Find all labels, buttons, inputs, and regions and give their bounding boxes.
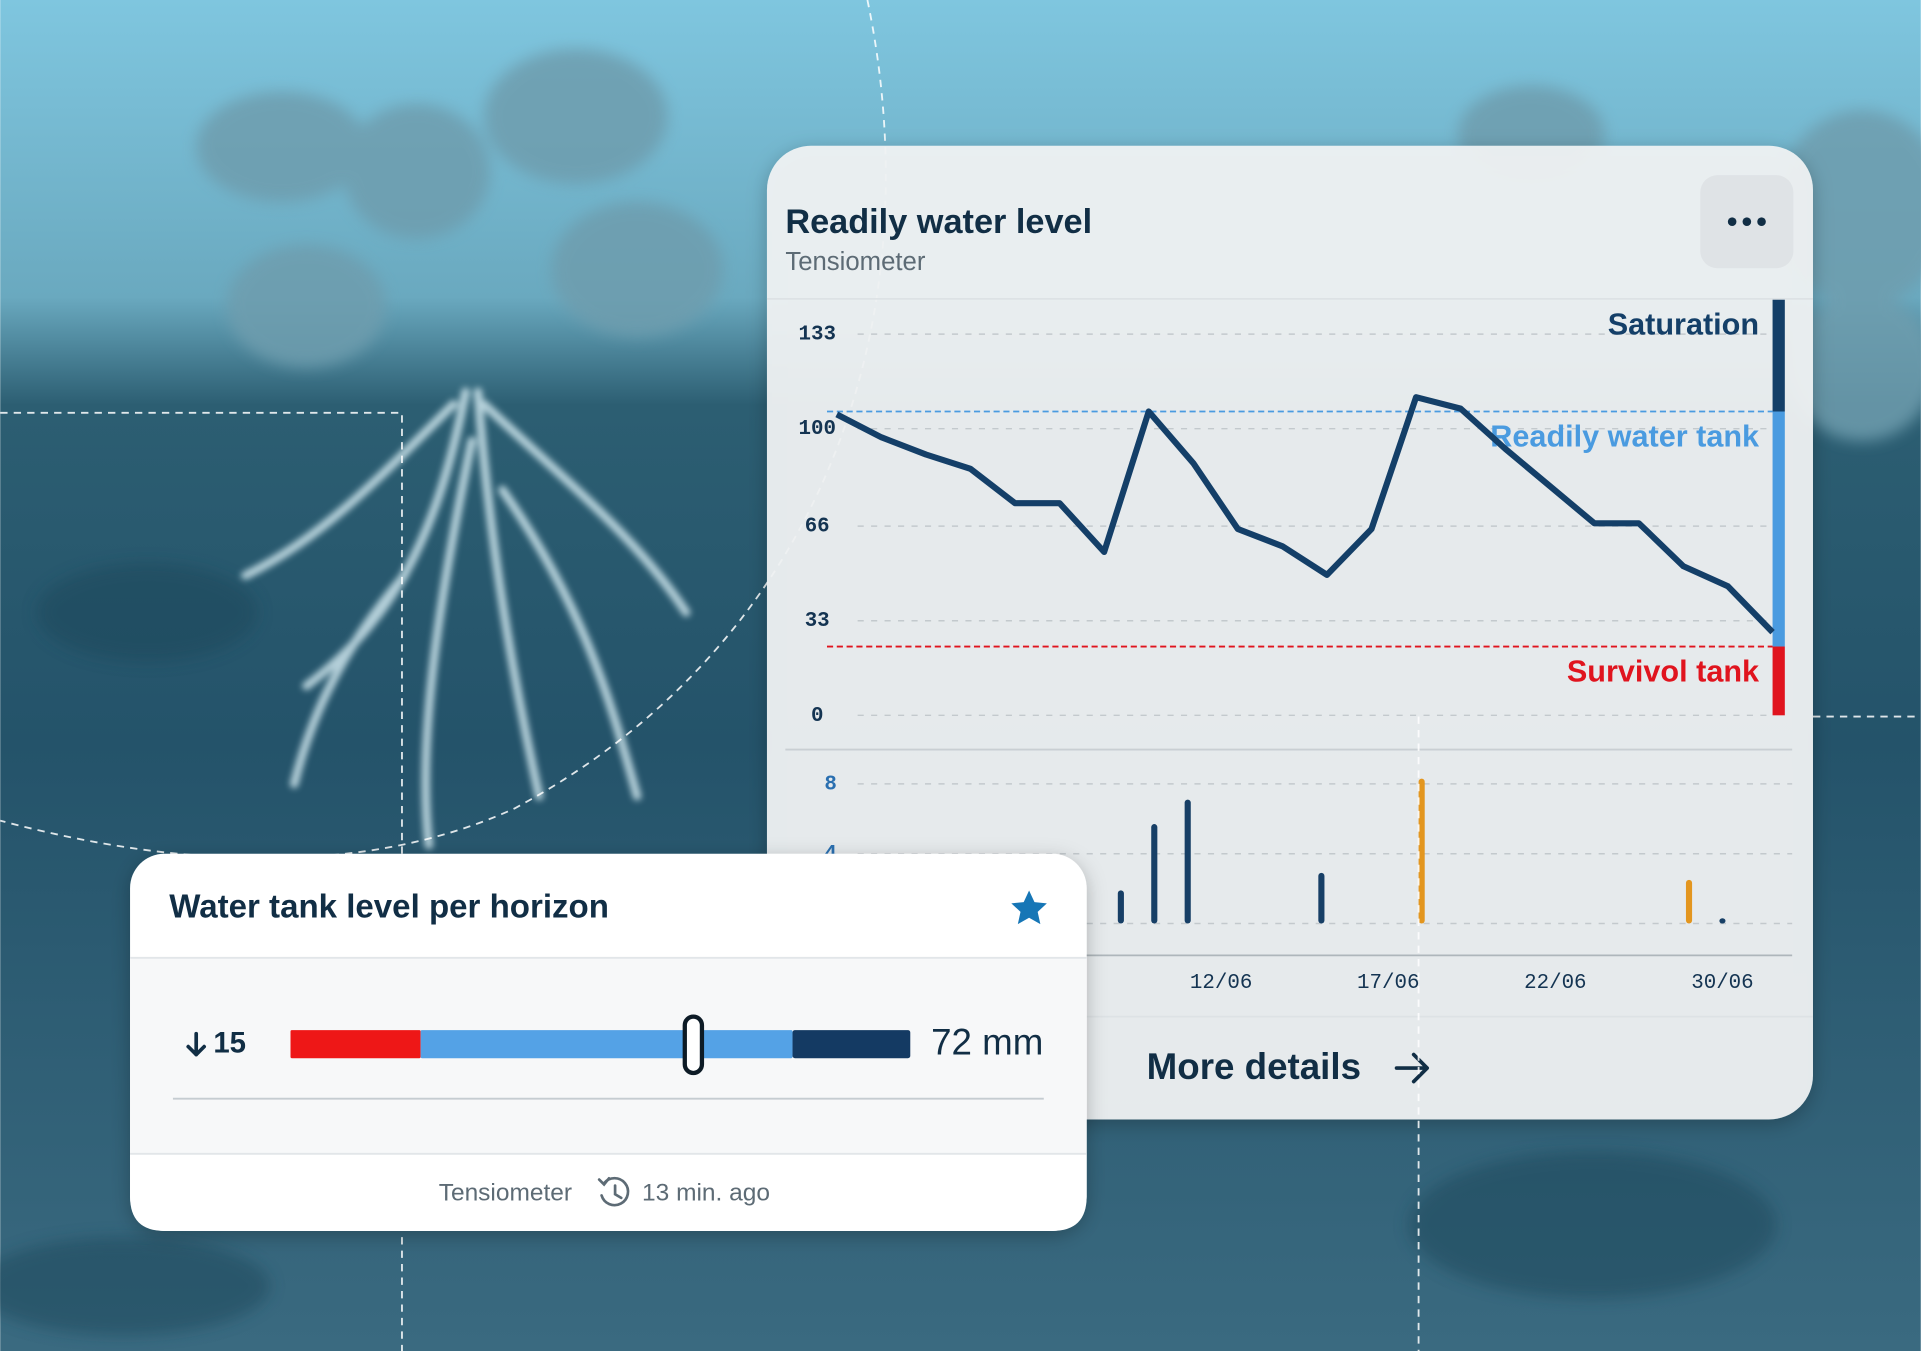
- x-tick-label: 12/06: [1190, 972, 1252, 995]
- charts: 0 33 66 100 133 Saturation Readily water tank S…: [798, 299, 1793, 995]
- card-subtitle: Tensiometer: [785, 248, 926, 276]
- link-text[interactable]: More details: [1147, 1046, 1361, 1087]
- bar: [1418, 778, 1425, 924]
- y-tick-label: 0: [811, 705, 824, 728]
- favorite-star[interactable]: [1011, 890, 1047, 925]
- bar: [1719, 918, 1726, 924]
- gauge: [290, 1014, 911, 1076]
- card-footer: [130, 1153, 1087, 1231]
- card-title: Water tank level per horizon: [169, 889, 609, 926]
- bar: [1117, 890, 1124, 924]
- y-tick-label: 100: [798, 418, 835, 441]
- level-value: 72 mm: [931, 1021, 1043, 1062]
- bar: [1685, 879, 1693, 924]
- dot: [1742, 217, 1752, 226]
- data-line: [835, 394, 1775, 635]
- horizon-card: Water tank level per horizon 15 72 mm Te…: [130, 853, 1087, 1231]
- gauge-segment: [290, 1030, 421, 1059]
- dot: [1757, 217, 1766, 226]
- depth-arrow-icon: [186, 1031, 206, 1057]
- more-button[interactable]: [1700, 175, 1794, 269]
- zone-label: Saturation: [1608, 308, 1759, 342]
- zone-bar: [1772, 646, 1785, 716]
- dot: [1727, 217, 1737, 226]
- gauge-segment: [420, 1030, 793, 1059]
- zone-label: Survivol tank: [1567, 655, 1760, 689]
- x-tick-label: 17/06: [1357, 972, 1419, 995]
- y-tick-label: 133: [798, 324, 835, 347]
- y-tick-label: 33: [805, 610, 830, 633]
- bar: [1318, 872, 1325, 924]
- bar: [1151, 824, 1158, 924]
- y-tick-label: 8: [824, 773, 836, 796]
- updated-label: 13 min. ago: [642, 1180, 770, 1207]
- zone-label: Readily water tank: [1490, 420, 1760, 454]
- card-title: Readily water level: [785, 203, 1092, 241]
- zone-bar: [1772, 411, 1785, 647]
- x-tick-label: 22/06: [1524, 972, 1586, 995]
- history-icon: [597, 1176, 630, 1207]
- more-details-link[interactable]: More details: [1147, 1046, 1430, 1087]
- depth-value: 15: [213, 1027, 246, 1060]
- source-label: Tensiometer: [439, 1180, 572, 1207]
- y-tick-label: 66: [805, 516, 830, 539]
- zone-bar: [1772, 299, 1785, 412]
- x-tick-label: 30/06: [1691, 972, 1753, 995]
- bar: [1184, 799, 1191, 924]
- plant-roots: [240, 387, 691, 850]
- gauge-segment: [792, 1030, 911, 1059]
- gauge-marker: [682, 1014, 705, 1076]
